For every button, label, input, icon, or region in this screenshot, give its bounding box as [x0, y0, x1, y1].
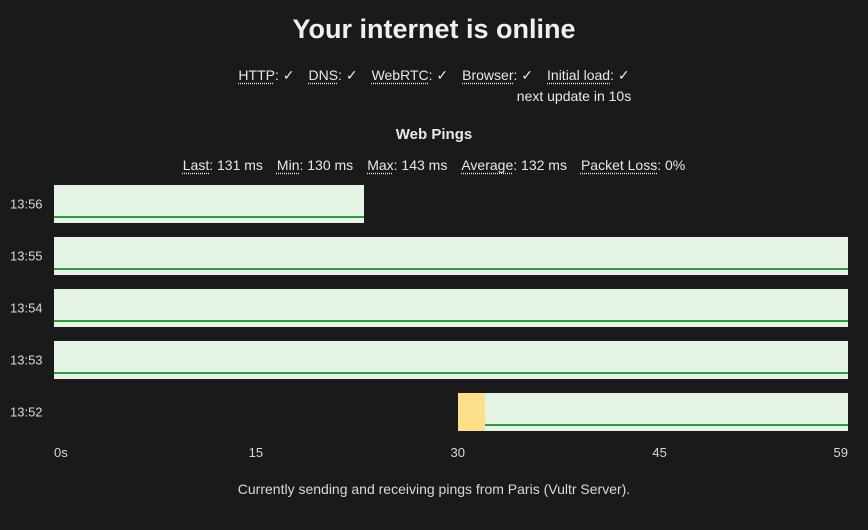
page-root: Your internet is online HTTP: ✓ DNS: ✓ W…: [0, 0, 868, 530]
status-initial-load: Initial load: ✓: [547, 67, 630, 84]
ping-row: 13:52: [54, 393, 848, 431]
x-axis-tick: 30: [450, 445, 464, 460]
stat-loss: Packet Loss: 0%: [581, 157, 685, 173]
ping-level-line: [54, 320, 848, 322]
ping-level-line: [54, 216, 364, 218]
pings-chart: 13:56 13:55 13:54 13:53 13:52 0s 15 30 45 59: [10, 185, 858, 465]
ping-level-line: [485, 424, 848, 426]
ping-row-label: 13:56: [10, 197, 50, 212]
ping-segment-ok: [54, 185, 364, 223]
ping-level-line: [54, 372, 848, 374]
status-browser: Browser: ✓: [462, 67, 533, 84]
status-http-value: ✓: [283, 67, 295, 83]
next-update-text: next update in 10s: [290, 88, 858, 104]
status-webrtc-label: WebRTC: [372, 67, 429, 83]
x-axis-tick: 59: [834, 445, 848, 460]
footer-text: Currently sending and receiving pings fr…: [10, 481, 858, 497]
stat-avg: Average: 132 ms: [461, 157, 567, 173]
ping-segment-ok: [54, 237, 848, 275]
ping-row-label: 13:52: [10, 405, 50, 420]
stat-min: Min: 130 ms: [277, 157, 353, 173]
ping-row-track: [54, 237, 848, 275]
status-dns-value: ✓: [346, 67, 358, 83]
ping-segment-ok: [485, 393, 848, 431]
status-http-label: HTTP: [238, 67, 275, 83]
status-dns-label: DNS: [308, 67, 338, 83]
ping-segment-ok: [54, 289, 848, 327]
stat-max: Max: 143 ms: [367, 157, 447, 173]
stats-row: Last: 131 ms Min: 130 ms Max: 143 ms Ave…: [10, 157, 858, 173]
status-browser-value: ✓: [521, 67, 533, 83]
x-axis-tick: 45: [652, 445, 666, 460]
status-webrtc: WebRTC: ✓: [372, 67, 449, 84]
ping-row: 13:55: [54, 237, 848, 275]
ping-row: 13:53: [54, 341, 848, 379]
ping-row-label: 13:55: [10, 249, 50, 264]
ping-row-label: 13:54: [10, 301, 50, 316]
ping-segment-ok: [54, 341, 848, 379]
ping-row-track: [54, 341, 848, 379]
ping-row-track: [54, 185, 848, 223]
x-axis-tick: 0s: [54, 445, 68, 460]
x-axis-tick: 15: [249, 445, 263, 460]
status-row: HTTP: ✓ DNS: ✓ WebRTC: ✓ Browser: ✓ Init…: [10, 67, 858, 84]
status-dns: DNS: ✓: [308, 67, 357, 84]
ping-row-track: [54, 289, 848, 327]
ping-row-label: 13:53: [10, 353, 50, 368]
status-browser-label: Browser: [462, 67, 513, 83]
status-webrtc-value: ✓: [436, 67, 448, 83]
x-axis: 0s 15 30 45 59: [54, 445, 848, 465]
status-http: HTTP: ✓: [238, 67, 294, 84]
ping-level-line: [54, 268, 848, 270]
stat-last: Last: 131 ms: [183, 157, 263, 173]
status-initial-load-label: Initial load: [547, 67, 610, 83]
ping-segment-warn: [458, 393, 485, 431]
pings-title: Web Pings: [10, 126, 858, 143]
ping-row-track: [54, 393, 848, 431]
status-initial-load-value: ✓: [618, 67, 630, 83]
ping-row: 13:56: [54, 185, 848, 223]
page-title: Your internet is online: [10, 14, 858, 45]
ping-row: 13:54: [54, 289, 848, 327]
